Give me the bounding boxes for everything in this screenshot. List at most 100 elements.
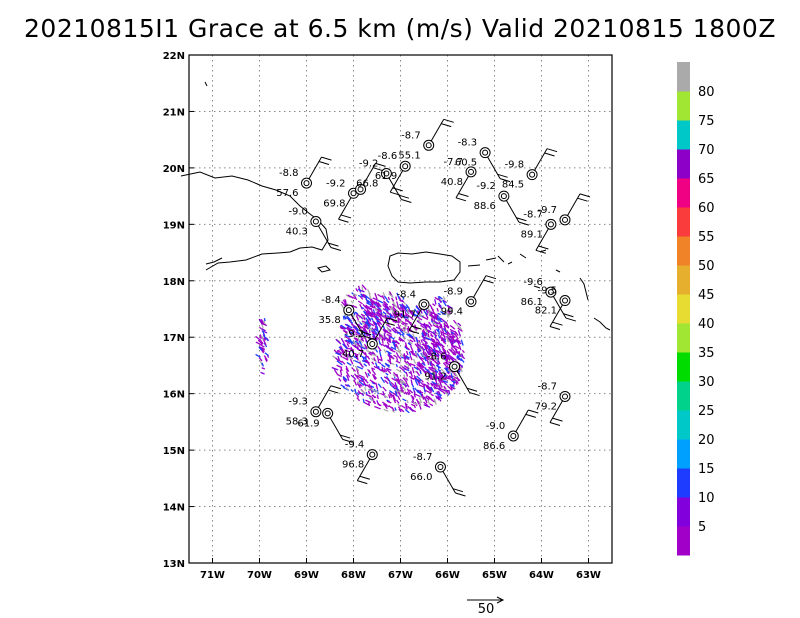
wind-vector: [428, 321, 433, 327]
wind-vector: [405, 304, 411, 311]
wind-vector: [457, 329, 462, 337]
wind-vector: [385, 323, 392, 328]
lat-tick-label: 19N: [163, 220, 185, 231]
lat-tick-label: 18N: [163, 277, 185, 288]
wind-barb-flag: [485, 275, 497, 280]
wind-vector: [400, 327, 406, 331]
wind-vector: [397, 403, 402, 408]
lat-tick-label: 13N: [163, 559, 185, 570]
wind-vector: [388, 389, 394, 394]
wind-vector: [401, 303, 406, 309]
wind-vector: [372, 309, 376, 314]
observation-station: -8.9 99.4: [441, 275, 497, 318]
station-temperature: -8.6: [427, 352, 447, 363]
wind-barb-flag: [455, 197, 467, 202]
wind-vector: [423, 396, 428, 404]
wind-vector: [364, 345, 368, 350]
wind-vector: [400, 313, 406, 319]
wind-vector: [437, 334, 441, 339]
wind-vector: [358, 352, 362, 356]
coastline-hispaniola-south: [205, 257, 223, 265]
observation-station: -8.6 61.9: [375, 151, 411, 196]
station-marker-outer: [526, 169, 538, 181]
wind-vector: [461, 349, 465, 354]
station-marker-inner: [500, 193, 507, 200]
wind-vector: [393, 343, 397, 349]
wind-barb-flag: [328, 389, 339, 394]
wind-vector: [415, 352, 418, 359]
wind-vector: [350, 374, 357, 381]
station-marker-inner: [529, 171, 536, 178]
wind-vector: [416, 344, 423, 350]
station-temperature: -8.6: [378, 151, 398, 162]
colorbar-label: 35: [698, 346, 715, 361]
wind-vector: [354, 359, 360, 364]
wind-vector: [366, 384, 371, 389]
wind-vector: [381, 313, 386, 320]
wind-vector: [377, 383, 382, 389]
wind-vector: [363, 324, 368, 329]
wind-barb-flag: [328, 242, 339, 247]
station-marker-outer: [559, 390, 571, 402]
wind-vector: [447, 375, 451, 380]
wind-vector: [438, 295, 443, 300]
wind-vector: [452, 319, 457, 324]
wind-vector: [371, 303, 374, 308]
wind-vector: [428, 348, 433, 355]
wind-vector: [447, 389, 451, 395]
station-temperature: -8.9: [443, 287, 463, 298]
wind-vector: [406, 391, 410, 396]
wind-vector: [401, 366, 408, 371]
wind-barb-flag: [535, 249, 547, 254]
wind-vector: [450, 331, 455, 335]
wind-vector: [426, 324, 432, 330]
station-humidity: 40.8: [441, 177, 463, 188]
coastline-islet: [317, 265, 331, 273]
wind-vector: [395, 363, 398, 368]
wind-vector: [378, 340, 381, 345]
wind-vector: [420, 357, 426, 365]
wind-vector: [366, 307, 370, 313]
wind-vector: [392, 327, 398, 332]
wind-vector: [377, 321, 383, 326]
wind-vector: [377, 301, 382, 308]
wind-vector: [436, 364, 442, 369]
wind-vector: [434, 370, 438, 377]
wind-barb-flag: [357, 480, 368, 485]
wind-barb-flag: [398, 194, 410, 199]
wind-vector: [436, 387, 443, 392]
wind-vector: [438, 304, 442, 307]
wind-vector: [409, 311, 415, 317]
reference-vector: 50: [467, 596, 505, 617]
wind-vector: [458, 325, 463, 331]
wind-vector: [458, 343, 461, 348]
wind-vector: [426, 377, 429, 382]
wind-vector: [358, 384, 361, 389]
wind-vector: [403, 323, 407, 330]
observation-station: 61.9: [297, 407, 353, 443]
wind-vector: [449, 328, 457, 334]
wind-vector: [441, 337, 445, 343]
wind-vector: [420, 379, 424, 383]
wind-vector: [371, 381, 376, 385]
wind-vector: [425, 395, 431, 399]
wind-vector: [389, 349, 396, 353]
wind-vector: [360, 334, 365, 340]
wind-vector: [370, 299, 375, 305]
wind-vector: [447, 369, 455, 374]
wind-vector: [258, 346, 263, 351]
wind-vector: [410, 394, 415, 399]
wind-vector: [397, 390, 405, 394]
wind-vector: [356, 334, 360, 342]
station-humidity: 55.1: [398, 150, 420, 161]
wind-vector: [391, 341, 396, 345]
wind-vector: [380, 392, 385, 396]
wind-vector: [337, 349, 343, 355]
wind-vector: [356, 342, 361, 348]
wind-barb-flag: [318, 160, 330, 165]
station-temperature: -9.3: [288, 397, 308, 408]
wind-vector: [439, 311, 446, 316]
station-marker-inner: [383, 170, 390, 177]
wind-vector: [405, 377, 409, 381]
wind-vector: [333, 349, 338, 354]
